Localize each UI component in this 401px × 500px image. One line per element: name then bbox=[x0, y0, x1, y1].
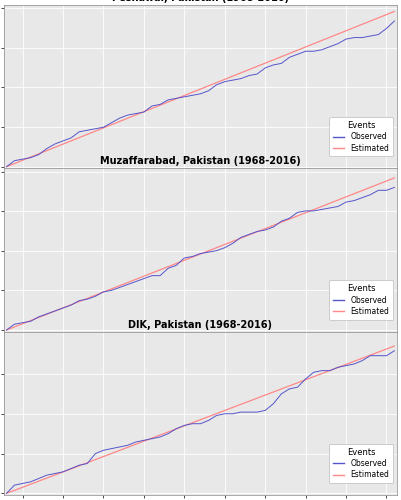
Title: DIK, Pakistan (1968-2016): DIK, Pakistan (1968-2016) bbox=[128, 320, 273, 330]
Text: (a): (a) bbox=[193, 198, 208, 207]
X-axis label: Time: Time bbox=[187, 350, 214, 360]
Legend: Observed, Estimated: Observed, Estimated bbox=[329, 444, 393, 483]
Title: Peshawar, Pakistan (1968-2016): Peshawar, Pakistan (1968-2016) bbox=[112, 0, 289, 3]
X-axis label: Time: Time bbox=[187, 186, 214, 196]
Title: Muzaffarabad, Pakistan (1968-2016): Muzaffarabad, Pakistan (1968-2016) bbox=[100, 156, 301, 166]
Text: (b): (b) bbox=[192, 361, 209, 371]
Legend: Observed, Estimated: Observed, Estimated bbox=[329, 117, 393, 156]
Legend: Observed, Estimated: Observed, Estimated bbox=[329, 280, 393, 320]
